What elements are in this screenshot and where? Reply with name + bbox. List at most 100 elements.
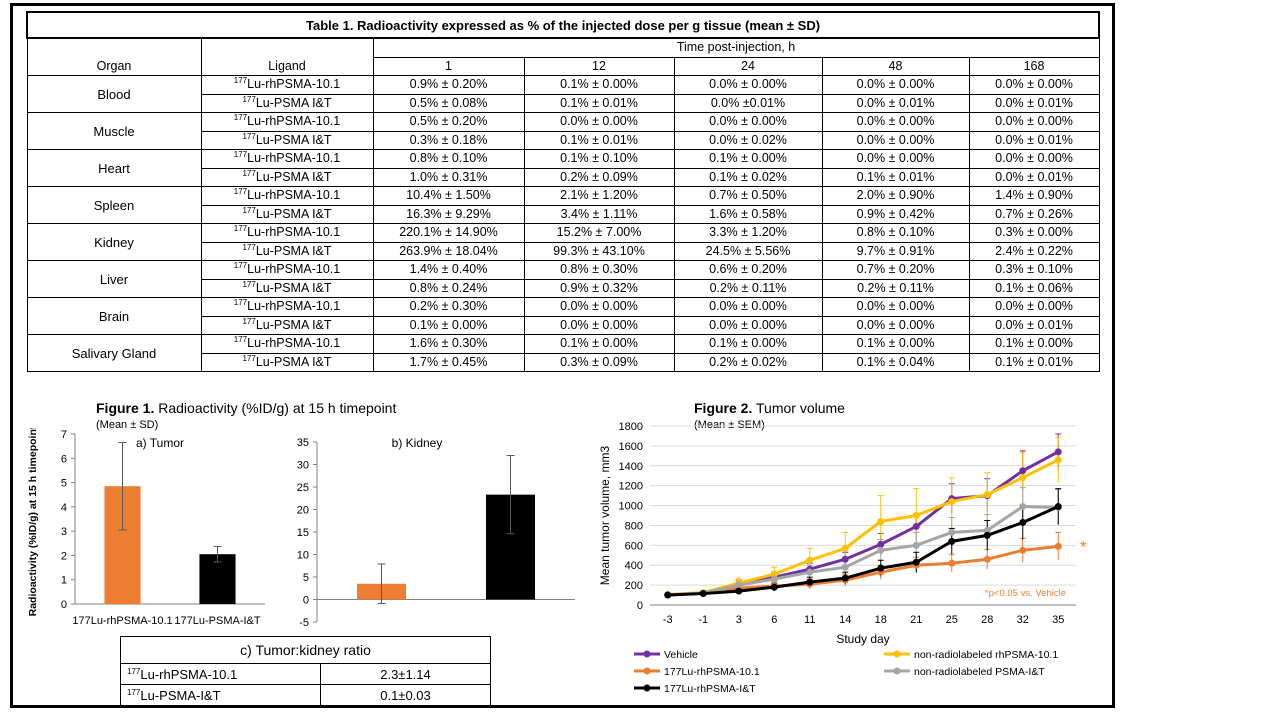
ligand-name: Lu-rhPSMA-10.1: [247, 188, 341, 203]
table-row: Heart 177Lu-rhPSMA-10.1 0.8% ± 0.10% 0.1% ±…: [26, 149, 1100, 187]
value-cell: 0.1% ± 0.10%: [523, 149, 675, 169]
value-cell: 0.8% ± 0.10%: [372, 149, 525, 169]
legend-label: Vehicle: [664, 649, 698, 661]
data-point: [841, 555, 849, 563]
figure2-title-text: Tumor volume: [752, 400, 845, 416]
value-cell: 0.1% ± 0.00%: [372, 315, 525, 335]
y-tick-label: 5: [61, 478, 67, 490]
value-cell: 0.2% ± 0.02%: [673, 352, 823, 372]
value-cell: 0.8% ± 0.24%: [372, 278, 525, 298]
bar: [199, 554, 236, 604]
table-row: 177Lu-PSMA I&T 0.3% ± 0.18% 0.1% ± 0.01% 0.…: [27, 130, 1100, 150]
value-cell: 0.1% ± 0.00%: [968, 334, 1100, 354]
ligand-name: Lu-PSMA-I&T: [140, 687, 221, 703]
table-row: Blood 177Lu-rhPSMA-10.1 0.9% ± 0.20% 0.1% ±…: [26, 75, 1100, 113]
isotope-mass: 177: [233, 261, 248, 271]
value-cell: 0.1% ± 0.01%: [821, 167, 970, 187]
isotope-mass: 177: [233, 298, 248, 308]
value-cell: 0.3% ± 0.00%: [968, 223, 1100, 243]
page-frame: [10, 3, 1115, 708]
value-cell: 3.4% ± 1.11%: [523, 204, 675, 224]
value-cell: 0.0% ± 0.01%: [821, 93, 970, 113]
organ-cell: Salivary Gland: [26, 334, 202, 372]
ligand-cell: 177Lu-PSMA I&T: [200, 278, 374, 298]
ligand-cell: 177Lu-rhPSMA-10.1: [200, 112, 374, 132]
x-tick-label: 32: [1017, 614, 1029, 626]
value-cell: 10.4% ± 1.50%: [372, 186, 525, 206]
y-tick-label: 7: [61, 429, 67, 441]
isotope-mass: 177: [233, 187, 248, 197]
ligand-cell: 177Lu-rhPSMA-10.1: [200, 334, 374, 354]
data-point: [1019, 467, 1027, 475]
legend-marker: [893, 667, 901, 675]
x-tick-label: 14: [839, 614, 851, 626]
value-cell: 0.1% ± 0.04%: [821, 352, 970, 372]
y-tick-label: 2: [61, 550, 67, 562]
figure2-title: Figure 2. Tumor volume: [694, 400, 845, 416]
x-category-label: 177Lu-PSMA-I&T: [174, 615, 260, 627]
value-cell: 0.0% ± 0.00%: [673, 315, 823, 335]
figure2-subtitle: (Mean ± SEM): [694, 419, 765, 431]
value-cell: 0.5% ± 0.20%: [372, 112, 525, 132]
y-tick-label: 6: [61, 453, 67, 465]
organ-cell: Brain: [26, 297, 202, 335]
value-cell: 1.0% ± 0.31%: [372, 167, 525, 187]
y-tick-label: -5: [299, 617, 309, 629]
isotope-mass: 177: [233, 224, 248, 234]
kidney-bar-chart: -505101520253035177Lu-rhPSMA-10.1177Lu-P…: [297, 436, 575, 629]
series-line: [667, 544, 1059, 597]
value-cell: 0.0% ± 0.01%: [968, 167, 1100, 187]
ligand-name: Lu-PSMA I&T: [255, 95, 332, 110]
value-cell: 1.6% ± 0.30%: [372, 334, 525, 354]
data-point: [912, 558, 920, 566]
ligand-name: Lu-PSMA I&T: [255, 206, 332, 221]
value-cell: 2.1% ± 1.20%: [523, 186, 675, 206]
value-cell: 0.6% ± 0.20%: [673, 260, 823, 280]
figure1-title-label: Figure 1.: [96, 400, 155, 416]
ligand-cell: 177Lu-PSMA I&T: [200, 204, 374, 224]
x-tick-label: 6: [771, 614, 777, 626]
y-tick-label: 400: [625, 560, 643, 572]
y-tick-label: 20: [297, 505, 309, 517]
value-cell: 0.0% ± 0.00%: [821, 130, 970, 150]
x-axis-title: Study day: [836, 632, 889, 646]
y-tick-label: 35: [297, 437, 309, 449]
data-point: [664, 591, 672, 599]
chart-title: b) Kidney: [392, 436, 443, 450]
ligand-name: Lu-rhPSMA-10.1: [140, 666, 238, 682]
series-line: [667, 458, 1059, 597]
value-cell: 0.2% ± 0.11%: [821, 278, 970, 298]
y-tick-label: 4: [61, 502, 67, 514]
value-cell: 0.0% ± 0.00%: [673, 297, 823, 317]
tumor-bar-chart: 0 1 2 3 4 5 6 7 177Lu-rhPSMA-10.1 177Lu-PSMA-I&T a…: [27, 428, 265, 627]
y-tick-label: 0: [637, 600, 643, 612]
table-row: 177Lu-PSMA-I&T 0.1±0.03: [120, 684, 491, 706]
data-point: [770, 575, 778, 583]
ligand-cell: 177Lu-rhPSMA-10.1: [200, 186, 374, 206]
x-tick-label: 25: [946, 614, 958, 626]
organ-cell: Blood: [26, 75, 202, 113]
series-line: [667, 505, 1059, 597]
value-cell: 2.4% ± 0.22%: [968, 241, 1100, 261]
legend-label: non-radiolabeled rhPSMA-10.1: [914, 649, 1058, 661]
isotope-mass: 177: [242, 94, 256, 104]
table-row: Spleen 177Lu-rhPSMA-10.1 10.4% ± 1.50% 2.1%…: [26, 186, 1100, 224]
data-point: [983, 531, 991, 539]
value-cell: 0.0% ± 0.00%: [968, 75, 1100, 95]
ligand-name: Lu-PSMA I&T: [255, 280, 332, 295]
data-point: [912, 522, 920, 530]
value-cell: 0.3% ± 0.09%: [523, 352, 675, 372]
value-cell: 0.7% ± 0.50%: [673, 186, 823, 206]
tumor-volume-line-chart: 0 200 400 600 800 1000 1200 1400 1600 1800 -3 -1 3 6 1…: [598, 421, 1087, 695]
legend-marker: [893, 650, 901, 658]
data-point: [1054, 542, 1062, 550]
legend-marker: [643, 650, 651, 658]
table-row: Brain 177Lu-rhPSMA-10.1 0.2% ± 0.30% 0.0% ±…: [26, 297, 1100, 335]
data-point: [770, 570, 778, 578]
y-tick-label: 10: [297, 550, 309, 562]
x-tick-label: -3: [663, 614, 673, 626]
value-cell: 0.0% ± 0.00%: [968, 112, 1100, 132]
ligand-name: Lu-PSMA I&T: [255, 243, 332, 258]
ligand-cell: 177Lu-rhPSMA-10.1: [200, 297, 374, 317]
series-line: [667, 505, 1059, 597]
